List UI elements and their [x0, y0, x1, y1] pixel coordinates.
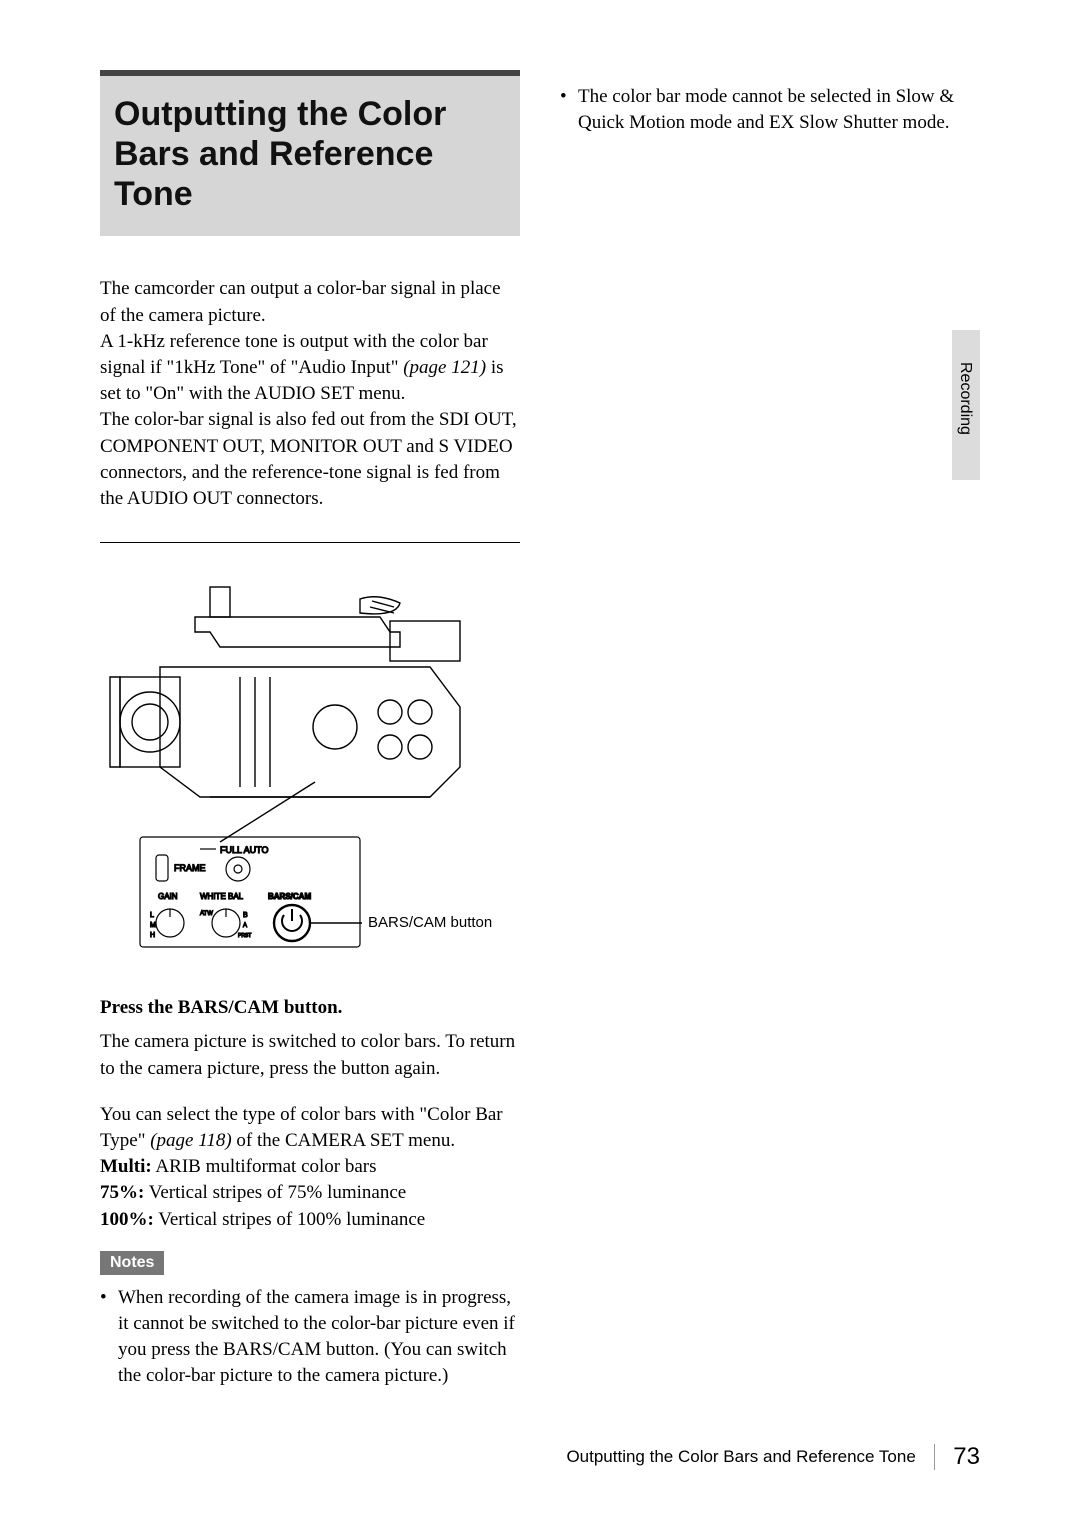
page-footer: Outputting the Color Bars and Reference …	[566, 1443, 980, 1471]
panel-frame-label: FRAME	[174, 863, 206, 873]
intro-paragraph: The camcorder can output a color-bar sig…	[100, 276, 520, 512]
panel-barscam-label: BARS/CAM	[268, 892, 311, 901]
svg-text:L: L	[150, 912, 154, 919]
svg-text:ATW: ATW	[200, 911, 213, 917]
footer-page-number: 73	[953, 1443, 980, 1471]
svg-text:M: M	[150, 922, 156, 929]
camcorder-illustration: FULL AUTO FRAME GAIN WHITE BAL BARS/CAM	[100, 567, 520, 967]
def-desc-1: Vertical stripes of 75% luminance	[144, 1182, 406, 1203]
def-desc-2: Vertical stripes of 100% luminance	[154, 1209, 425, 1230]
svg-text:H: H	[150, 932, 155, 939]
svg-text:PRST: PRST	[238, 933, 251, 939]
footer-title: Outputting the Color Bars and Reference …	[566, 1447, 915, 1467]
panel-gain-label: GAIN	[158, 892, 178, 901]
step-heading: Press the BARS/CAM button.	[100, 997, 520, 1019]
step-page-ref-2: (page 118)	[150, 1130, 231, 1151]
def-term-1: 75%:	[100, 1182, 144, 1203]
section-title-block: Outputting the Color Bars and Reference …	[100, 70, 520, 236]
panel-whitebal-label: WHITE BAL	[200, 892, 244, 901]
intro-line-1: The camcorder can output a color-bar sig…	[100, 278, 501, 325]
def-desc-0: ARIB multiformat color bars	[152, 1156, 377, 1177]
svg-text:B: B	[243, 912, 248, 919]
step-body-1: The camera picture is switched to color …	[100, 1029, 520, 1081]
note-item-0: When recording of the camera image is in…	[100, 1285, 520, 1390]
notes-badge: Notes	[100, 1251, 164, 1275]
intro-page-ref-1: (page 121)	[403, 357, 486, 378]
note-item-1: The color bar mode cannot be selected in…	[560, 84, 980, 136]
side-tab-label: Recording	[956, 362, 974, 435]
svg-text:A: A	[243, 923, 247, 929]
color-bar-types: Multi: ARIB multiformat color bars 75%: …	[100, 1154, 520, 1233]
intro-line-4: The color-bar signal is also fed out fro…	[100, 409, 517, 509]
section-title: Outputting the Color Bars and Reference …	[114, 94, 506, 214]
def-term-0: Multi:	[100, 1156, 152, 1177]
footer-divider	[934, 1444, 936, 1470]
separator-line	[100, 542, 520, 543]
panel-full-auto-label: FULL AUTO	[220, 845, 269, 855]
def-term-2: 100%:	[100, 1209, 154, 1230]
step-body-2c: of the CAMERA SET menu.	[232, 1130, 455, 1151]
callout-barscam: BARS/CAM button	[368, 914, 492, 931]
